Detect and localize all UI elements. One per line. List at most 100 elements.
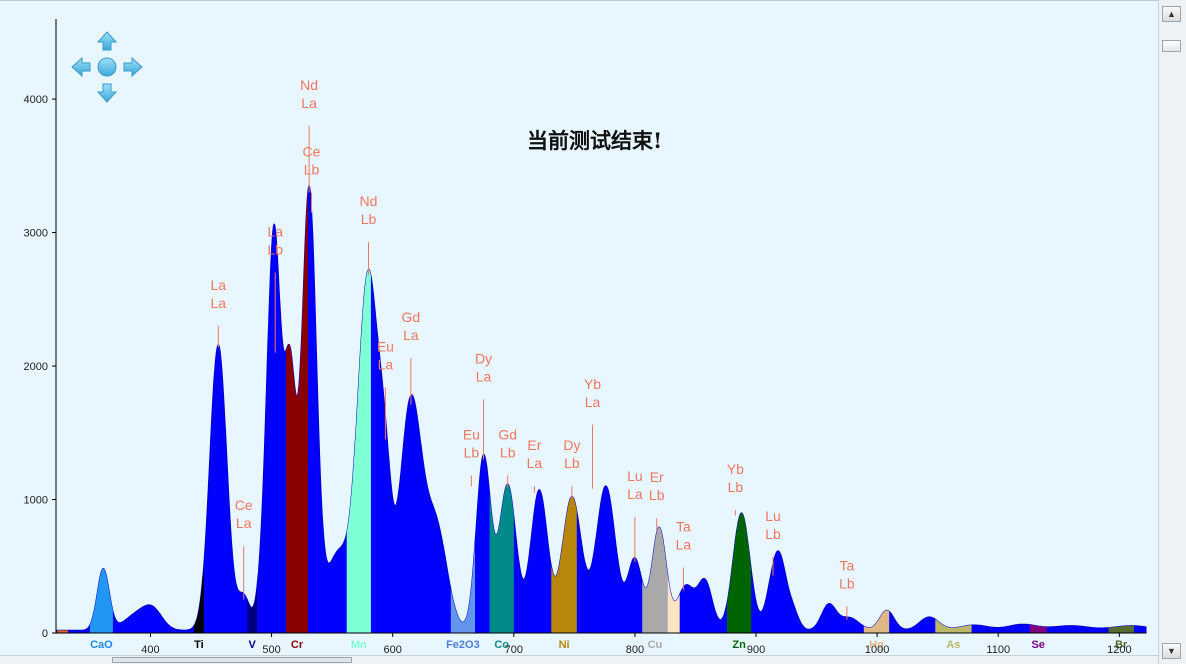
peak-label: Ta — [676, 519, 691, 535]
element-band-cu — [642, 527, 668, 633]
peak-label: Dy — [475, 350, 492, 366]
x-tick-label: 700 — [505, 644, 523, 656]
peak-label: Lb — [267, 242, 283, 258]
y-tick-label: 3000 — [24, 228, 48, 240]
y-tick-label: 2000 — [24, 361, 48, 373]
peak-label: Lb — [464, 445, 480, 461]
peak-label: La — [627, 486, 643, 502]
element-band-label: Zn — [732, 639, 746, 651]
element-band-label: Br — [1115, 639, 1128, 651]
x-tick-label: 600 — [384, 644, 402, 656]
test-status-message: 当前测试结束! — [527, 128, 663, 153]
peak-label: Eu — [377, 338, 394, 354]
pan-center-icon[interactable] — [97, 57, 117, 77]
peak-label: Lb — [728, 479, 744, 495]
element-band-cr — [286, 191, 308, 633]
peak-label: Lb — [361, 211, 377, 227]
pan-up-arrow-icon[interactable] — [96, 31, 118, 51]
element-band-mn — [346, 269, 371, 633]
peak-label: La — [211, 277, 227, 293]
x-tick-label: 400 — [141, 644, 159, 656]
x-tick-label: 1200 — [1107, 644, 1131, 656]
peak-label: La — [676, 537, 692, 553]
peak-annotations: La La Ce La La Lb Nd La Ce Lb Nd Lb Eu La Gd La Eu Lb Dy La… — [211, 77, 855, 620]
vertical-scrollbar[interactable]: ▲ ▼ — [1158, 0, 1186, 664]
peak-label: Ta — [840, 557, 855, 573]
peak-label: La — [585, 394, 601, 410]
element-band-as — [935, 619, 972, 633]
pan-right-arrow-icon[interactable] — [123, 56, 143, 78]
peak-label: La — [301, 95, 317, 111]
y-tick-label: 4000 — [24, 94, 48, 106]
peak-label: Yb — [584, 376, 601, 392]
element-band-ni — [551, 496, 577, 633]
peak-label: Lb — [839, 575, 855, 591]
peak-label: La — [476, 368, 492, 384]
element-band-label: Ti — [194, 639, 204, 651]
pan-left-arrow-icon[interactable] — [71, 56, 91, 78]
peak-label: La — [403, 327, 419, 343]
peak-label: Lb — [500, 445, 516, 461]
peak-label: Gd — [402, 309, 421, 325]
element-band-v — [247, 586, 257, 633]
scroll-down-button[interactable]: ▼ — [1162, 643, 1181, 659]
element-band-cao — [89, 568, 113, 633]
axes: 0 1000 2000 3000 4000 400 500 600 700 800 900 1000 1… — [24, 19, 1146, 656]
peak-label: Lb — [304, 162, 320, 178]
element-band-label: Cr — [291, 639, 304, 651]
pan-navigation-control[interactable] — [70, 30, 144, 104]
peak-label: La — [267, 224, 283, 240]
element-band-overlay-layer: CaO Ti V Cr Mn Fe2O3 Co Ni Cu Zn Hg As Se Br — [57, 191, 1134, 651]
element-band-label: Cu — [648, 639, 663, 651]
peak-label: Lb — [564, 455, 580, 471]
peak-label: La — [378, 356, 394, 372]
y-tick-label: 0 — [42, 628, 48, 640]
scroll-up-button[interactable]: ▲ — [1162, 6, 1181, 22]
element-band-unlabeled — [57, 630, 69, 633]
peak-label: Lu — [765, 508, 781, 524]
peak-label: Er — [650, 469, 664, 485]
element-band-hg — [863, 610, 890, 633]
peak-label: Dy — [563, 437, 580, 453]
element-band-unlabeled — [667, 573, 680, 633]
spectrum-chart-panel: CaO Ti V Cr Mn Fe2O3 Co Ni Cu Zn Hg As Se Br La La Ce La… — [0, 0, 1158, 656]
element-band-label: As — [946, 639, 960, 651]
element-band-label: Co — [494, 639, 509, 651]
element-band-co — [489, 484, 514, 633]
peak-label: Nd — [360, 193, 378, 209]
x-tick-label: 1000 — [865, 644, 889, 656]
element-band-label: CaO — [90, 639, 113, 651]
vertical-scroll-thumb[interactable] — [1162, 40, 1181, 52]
peak-label: Gd — [498, 427, 517, 443]
peak-label: Nd — [300, 77, 318, 93]
peak-label: La — [211, 295, 227, 311]
peak-label: La — [236, 515, 252, 531]
element-band-br — [1108, 625, 1134, 633]
x-tick-label: 800 — [626, 644, 644, 656]
element-band-label: Hg — [869, 639, 884, 651]
pan-down-arrow-icon[interactable] — [96, 83, 118, 103]
x-tick-label: 500 — [262, 644, 280, 656]
peak-label: La — [527, 455, 543, 471]
element-band-label: V — [249, 639, 257, 651]
element-band-fe2o3 — [450, 542, 475, 633]
spectrum-area — [55, 184, 1147, 634]
element-band-ti — [194, 564, 204, 633]
horizontal-scroll-thumb[interactable] — [112, 657, 352, 663]
element-band-zn — [727, 512, 752, 633]
peak-label: Eu — [463, 427, 480, 443]
peak-label: Yb — [727, 461, 744, 477]
peak-label: Ce — [303, 144, 321, 160]
element-band-label: Ni — [559, 639, 570, 651]
peak-label: Er — [527, 437, 541, 453]
peak-label: Lu — [627, 468, 643, 484]
element-band-label: Se — [1031, 639, 1044, 651]
element-band-label: Mn — [351, 639, 367, 651]
peak-label: Ce — [235, 497, 253, 513]
horizontal-scrollbar[interactable] — [0, 655, 1158, 664]
peak-label: Lb — [649, 487, 665, 503]
element-band-se — [1029, 624, 1047, 633]
element-band-label: Fe2O3 — [446, 639, 480, 651]
peak-label: Lb — [765, 526, 781, 542]
x-tick-label: 900 — [747, 644, 765, 656]
